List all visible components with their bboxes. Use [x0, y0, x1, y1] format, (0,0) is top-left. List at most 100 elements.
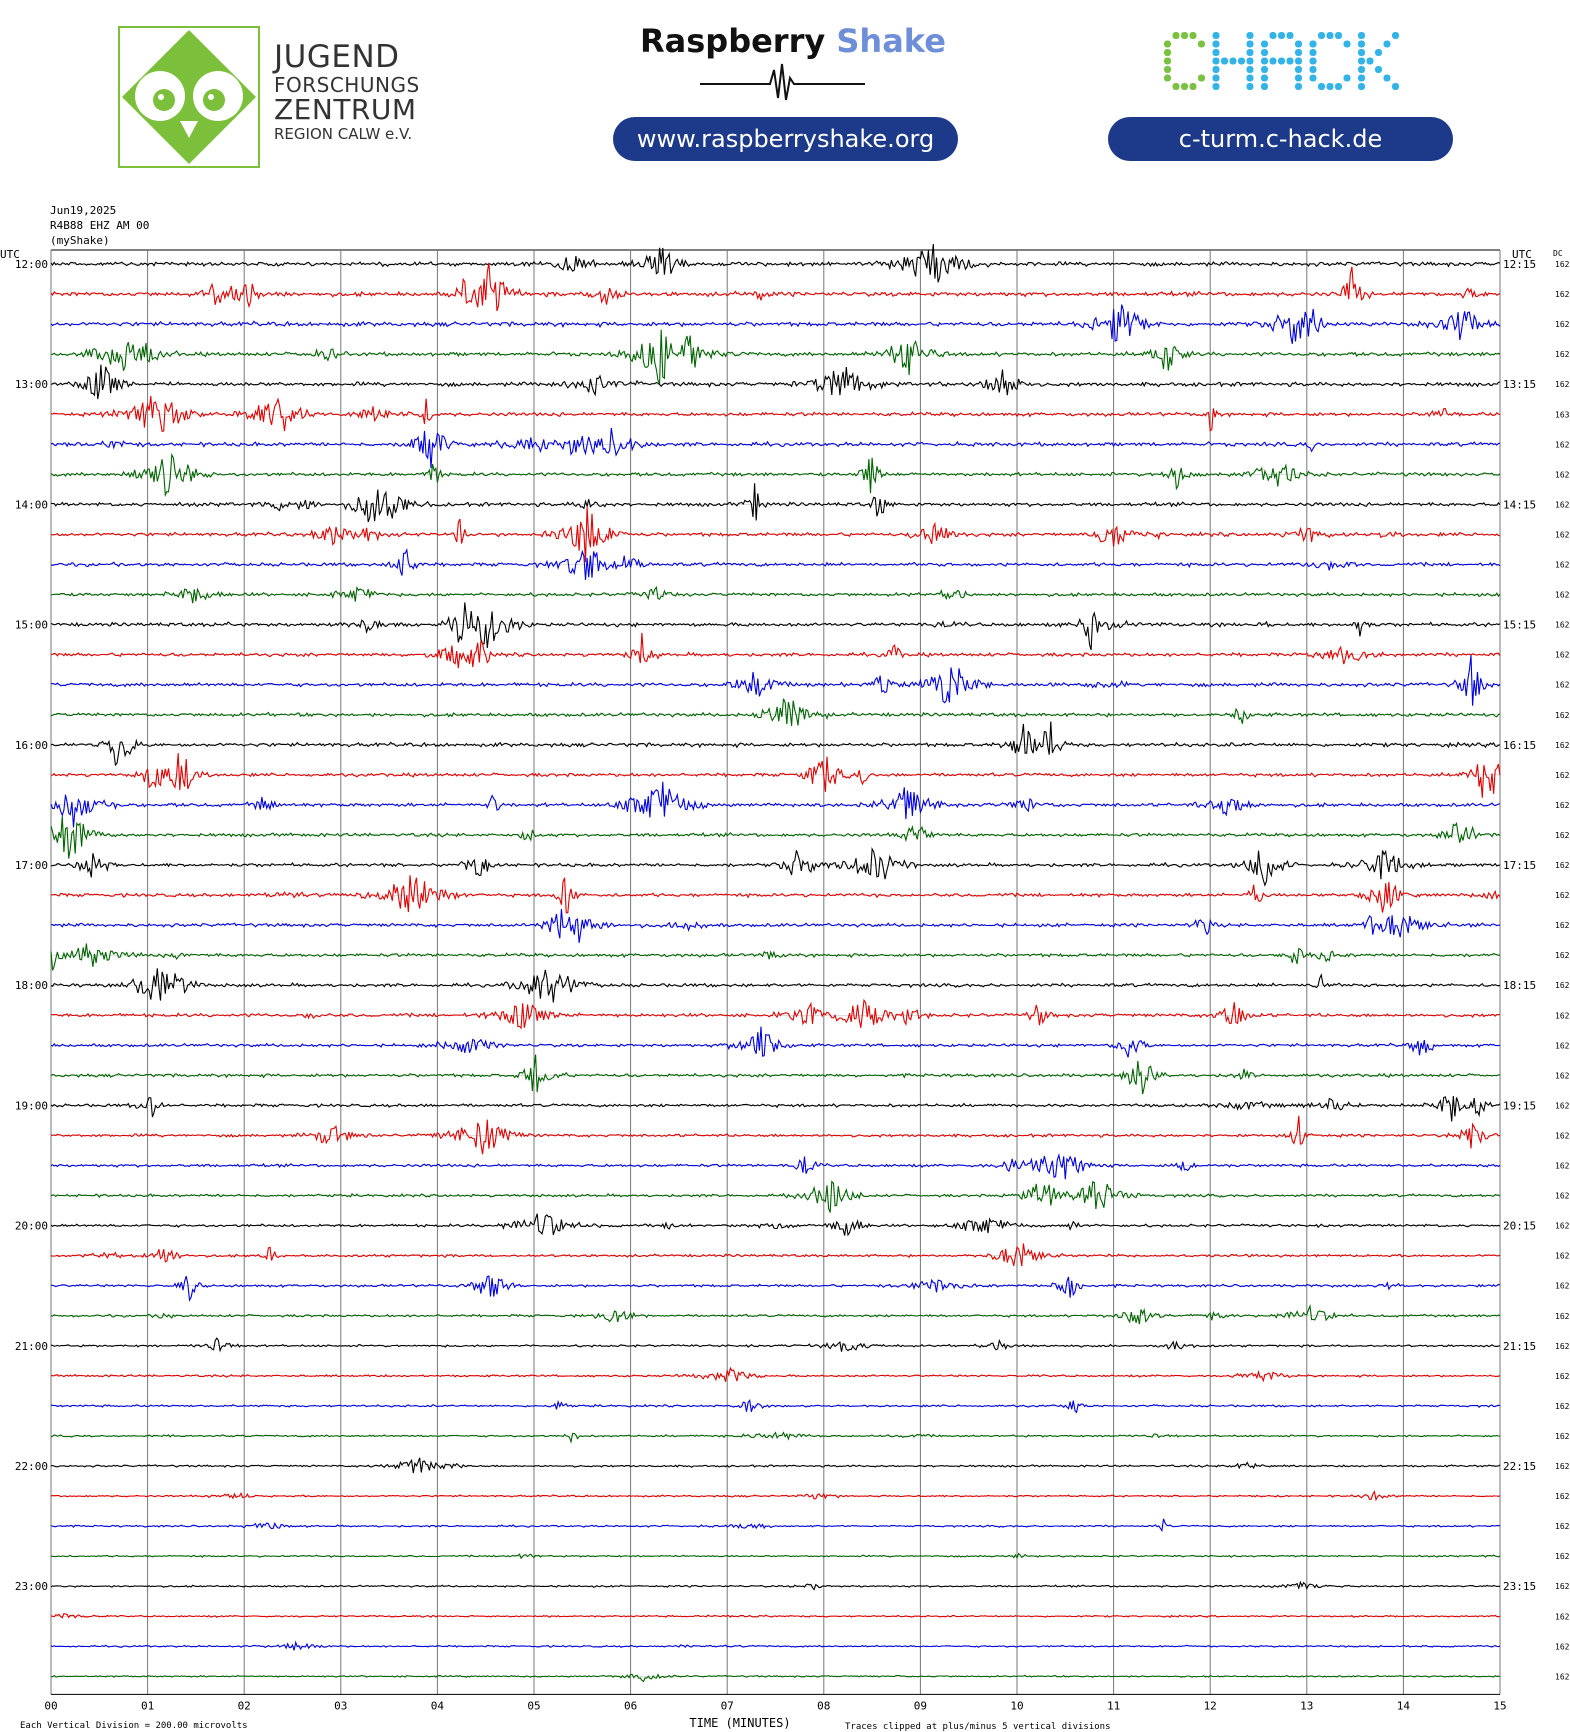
x-tick-label: 03 [334, 1699, 347, 1712]
chack-logo-dot [1358, 57, 1365, 65]
trace-line [50, 698, 1501, 726]
chack-logo-dot [1221, 57, 1228, 65]
trace-line [50, 1243, 1501, 1267]
dc-value-label: 16263 [1555, 1222, 1570, 1231]
dc-value-label: 16263 [1555, 951, 1570, 960]
dc-value-label: 16280 [1555, 1192, 1570, 1201]
dc-value-label: 16244 [1555, 711, 1570, 720]
chack-logo-dot [1261, 83, 1268, 90]
trace-line [50, 585, 1501, 604]
left-hour-label: 21:00 [15, 1340, 48, 1353]
chack-logo-dot [1269, 57, 1277, 65]
dc-value-label: 16267 [1555, 1672, 1570, 1681]
left-hour-label: 13:00 [15, 378, 48, 391]
right-hour-label: 13:15 [1503, 378, 1536, 391]
chack-logo-dot [1375, 49, 1382, 56]
chack-logo-dot [1212, 49, 1220, 56]
trace-line [50, 1303, 1501, 1325]
dc-value-label: 16264 [1555, 350, 1570, 359]
chart-station: R4B88 EHZ AM 00 [50, 219, 149, 232]
chack-logo-dot [1318, 83, 1325, 90]
chack-logo-dot [1261, 66, 1268, 73]
chack-logo-dot [1383, 40, 1391, 48]
chack-logo-dot [1246, 57, 1254, 65]
trace-line [50, 1457, 1501, 1474]
dc-value-label: 16270 [1555, 1612, 1570, 1621]
left-hour-label: 23:00 [15, 1580, 48, 1593]
dc-value-label: 16272 [1555, 290, 1570, 299]
trace-line [50, 1518, 1501, 1533]
trace-line [50, 547, 1501, 581]
dc-value-label: 16265 [1555, 500, 1570, 509]
trace-line [50, 1275, 1501, 1302]
footer-left-note: Each Vertical Division = 200.00 microvol… [20, 1721, 248, 1731]
trace-line [50, 507, 1500, 563]
dc-value-label: 16245 [1555, 1131, 1570, 1140]
chack-logo-dot [1309, 49, 1317, 56]
trace-line [50, 1673, 1501, 1683]
dc-value-label: 16267 [1555, 1372, 1570, 1381]
trace-line [50, 602, 1501, 651]
dc-label: DC [1553, 249, 1563, 258]
chack-logo-dot [1358, 49, 1365, 56]
chack-logo-dot [1198, 74, 1205, 82]
dc-value-label: 16269 [1555, 380, 1570, 389]
right-hour-label: 17:15 [1503, 859, 1536, 872]
chack-logo-dot [1309, 40, 1317, 48]
dc-value-label: 16261 [1555, 621, 1570, 630]
chack-logo-dot [1326, 32, 1334, 39]
x-tick-label: 06 [624, 1699, 637, 1712]
chack-logo-dot [1181, 83, 1188, 90]
trace-line [50, 1490, 1501, 1502]
footer-right-note: Traces clipped at plus/minus 5 vertical … [845, 1722, 1111, 1732]
dc-value-label: 16267 [1555, 260, 1570, 269]
trace-line [50, 1337, 1501, 1353]
dc-value-label: 16263 [1555, 681, 1570, 690]
trace-line [50, 875, 1501, 914]
raspberry-shake-url-link[interactable]: www.raspberryshake.org [613, 117, 958, 161]
jugendforschungszentrum-logo [118, 26, 260, 168]
trace-line [50, 1213, 1501, 1237]
chack-logo-dot [1309, 74, 1317, 82]
trace-line [50, 943, 1501, 971]
trace-line [50, 1026, 1501, 1058]
shake-word: Shake [836, 22, 946, 60]
right-hour-label: 18:15 [1503, 979, 1536, 992]
chack-logo-dot [1392, 83, 1399, 90]
chart-labels: 00 01 02 03 04 05 06 07 08 09 10 11 12 13 14 15 16267 12:… [15, 258, 1570, 1712]
dc-value-label: 16264 [1555, 1492, 1570, 1501]
dc-value-label: 16273 [1555, 1522, 1570, 1531]
right-hour-label: 21:15 [1503, 1340, 1536, 1353]
chack-logo-dot [1335, 32, 1342, 39]
chack-url-link[interactable]: c-turm.c-hack.de [1108, 117, 1453, 161]
seismic-traces [50, 243, 1501, 1683]
dc-value-label: 16271 [1555, 801, 1570, 810]
right-hour-label: 20:15 [1503, 1220, 1536, 1233]
trace-line [50, 304, 1501, 344]
right-axis-label: UTC [1512, 248, 1532, 261]
dc-value-label: 16262 [1555, 1462, 1570, 1471]
chack-logo-dot [1212, 83, 1220, 90]
x-tick-label: 01 [141, 1699, 154, 1712]
right-hour-label: 16:15 [1503, 739, 1536, 752]
chack-logo-dot [1295, 40, 1302, 48]
trace-line [50, 781, 1501, 828]
left-hour-label: 20:00 [15, 1220, 48, 1233]
dc-value-label: 16263 [1555, 1402, 1570, 1411]
dc-value-label: 16265 [1555, 1552, 1570, 1561]
trace-line [50, 632, 1501, 669]
trace-line [50, 1640, 1501, 1651]
chack-logo-dot [1358, 66, 1365, 73]
right-hour-label: 19:15 [1503, 1099, 1536, 1112]
chack-logo-dot [1358, 83, 1365, 90]
dc-value-label: 16257 [1555, 1041, 1570, 1050]
dc-value-label: 16252 [1555, 470, 1570, 479]
trace-line [50, 1399, 1501, 1414]
left-hour-label: 14:00 [15, 498, 48, 511]
dc-value-label: 16272 [1555, 651, 1570, 660]
chack-logo-dot [1295, 57, 1302, 65]
chack-logo-dot [1261, 74, 1268, 82]
chack-logo-dot [1164, 40, 1171, 48]
trace-line [50, 329, 1501, 385]
